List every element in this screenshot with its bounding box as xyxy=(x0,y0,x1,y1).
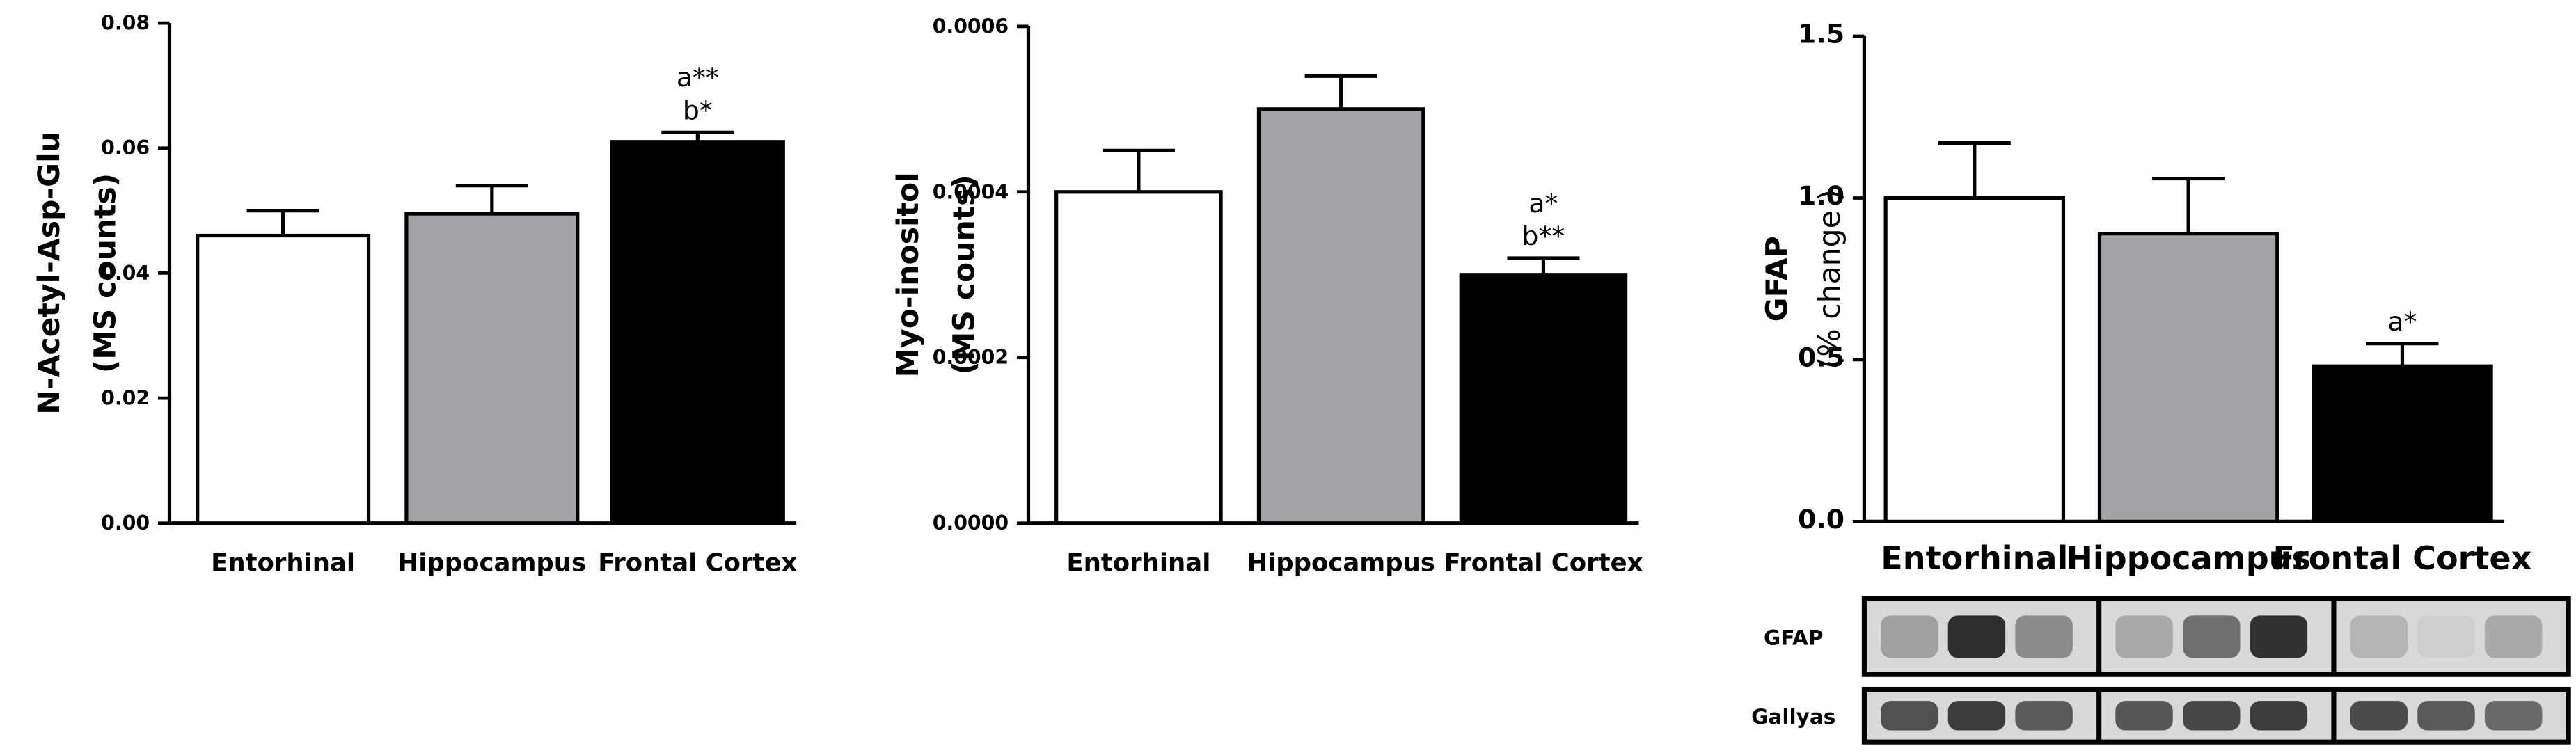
y-tick-label: 0.0 xyxy=(1798,504,1844,534)
blot-band xyxy=(2350,701,2408,731)
chart-nag-panel: 0.00 0.02 0.04 0.06 0.08 N-Acetyl-Asp-Glu (MS … xyxy=(33,12,797,578)
y-tick-label: 1.0 xyxy=(1798,180,1844,211)
significance-annotation: a** xyxy=(677,62,719,93)
category-label: Hippocampus xyxy=(1247,548,1435,577)
category-label: Hippocampus xyxy=(398,548,587,577)
y-axis-title: (MS counts) xyxy=(947,175,981,374)
significance-annotation: a* xyxy=(1528,188,1558,219)
y-axis-title: GFAP xyxy=(1760,236,1794,322)
blot-band xyxy=(2350,615,2408,658)
bar-entorhinal xyxy=(1054,190,1223,525)
category-label: Hippocampus xyxy=(2066,539,2311,577)
blot-band xyxy=(2250,701,2308,731)
significance-annotation: a* xyxy=(2387,306,2417,337)
category-label: Entorhinal xyxy=(211,548,355,577)
y-tick-label: 0.06 xyxy=(101,136,150,159)
bar-hippocampus xyxy=(2097,232,2279,523)
y-axis-title: Myo-inositol xyxy=(892,172,926,377)
chart-myo-inositol-panel: 0.0000 0.0002 0.0004 0.0006 Myo-inositol (MS … xyxy=(892,15,1643,577)
blot-band xyxy=(2250,615,2308,658)
category-label: Entorhinal xyxy=(1066,548,1210,577)
blot-row-label: Gallyas xyxy=(1751,705,1835,729)
y-tick-label: 0.0004 xyxy=(933,180,1009,203)
blot-band xyxy=(2015,701,2073,731)
blot-band xyxy=(1947,615,2006,658)
blot-band xyxy=(2015,615,2073,658)
y-tick-label: 0.04 xyxy=(101,262,150,285)
category-label: Frontal Cortex xyxy=(1444,548,1643,577)
y-tick-label: 0.5 xyxy=(1798,342,1844,372)
bar-frontal-cortex xyxy=(1459,273,1628,525)
bar-frontal-cortex xyxy=(610,140,785,525)
significance-annotation: b* xyxy=(683,95,713,125)
blot-band xyxy=(1881,701,1938,731)
blot-band xyxy=(2115,615,2173,658)
y-tick-label: 0.02 xyxy=(101,387,150,410)
y-tick-label: 0.0002 xyxy=(933,346,1009,369)
chart-gfap-panel: 0.0 0.5 1.0 1.5 GFAP (% change ) EntorhinalHip… xyxy=(1760,18,2531,576)
y-tick-label: 1.5 xyxy=(1798,18,1844,49)
blot-band xyxy=(2484,615,2543,658)
y-axis-title: (MS counts) xyxy=(88,173,123,373)
blot-band xyxy=(2417,615,2475,658)
bar-entorhinal xyxy=(1883,196,2066,523)
y-axis-title: (% change ) xyxy=(1813,189,1847,368)
blot-band xyxy=(2417,701,2475,731)
category-label: Frontal Cortex xyxy=(2273,539,2532,577)
significance-annotation: b** xyxy=(1522,221,1565,251)
y-tick-label: 0.0000 xyxy=(933,512,1009,534)
y-tick-label: 0.00 xyxy=(101,512,150,534)
blot-band xyxy=(1947,701,2006,731)
bar-frontal-cortex xyxy=(2312,364,2493,523)
bar-entorhinal xyxy=(196,233,371,525)
blot-band xyxy=(2115,701,2173,731)
bar-hippocampus xyxy=(404,212,580,525)
category-label: Entorhinal xyxy=(1881,539,2068,577)
category-label: Frontal Cortex xyxy=(598,548,797,577)
blot-band xyxy=(2182,701,2241,731)
blot-band xyxy=(2182,615,2241,658)
blot-band xyxy=(2484,701,2543,731)
y-tick-label: 0.08 xyxy=(101,12,150,35)
bar-hippocampus xyxy=(1256,107,1425,525)
western-blot-panel: GFAP Gallyas xyxy=(1751,596,2571,745)
y-tick-label: 0.0006 xyxy=(933,15,1009,38)
y-axis-title: N-Acetyl-Asp-Glu xyxy=(33,132,67,415)
blot-band xyxy=(1881,615,1938,658)
blot-row-label: GFAP xyxy=(1764,626,1824,650)
